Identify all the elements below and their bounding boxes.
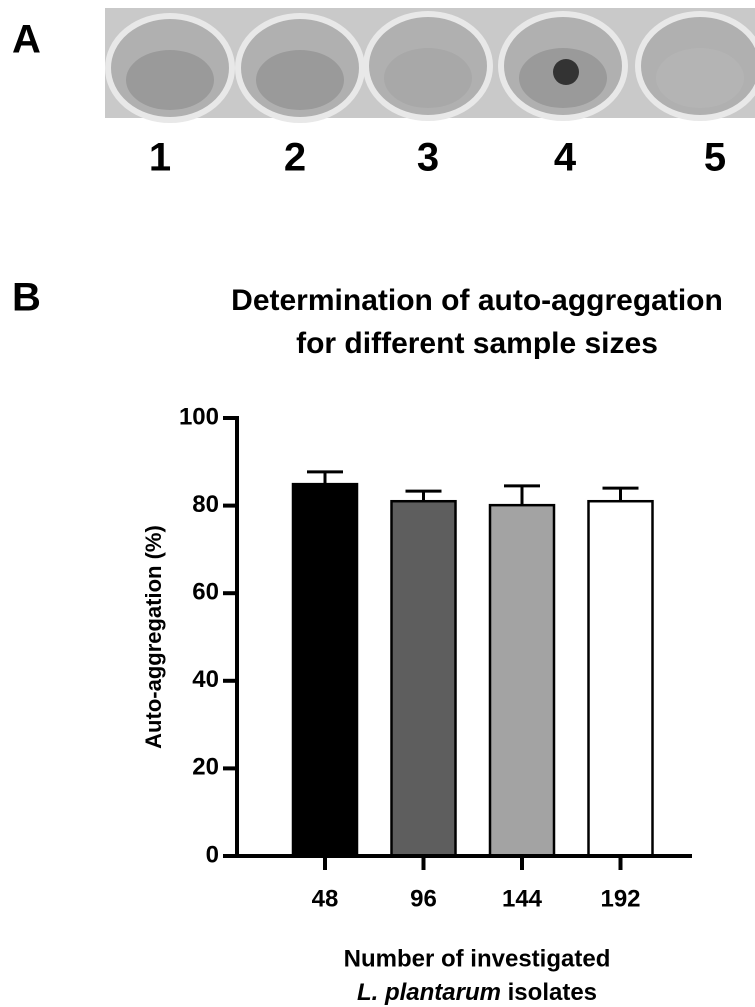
x-axis-title: Number of investigated [344, 945, 611, 972]
x-tick-label: 192 [600, 885, 640, 912]
y-tick-label: 100 [179, 403, 219, 430]
bar [587, 499, 654, 858]
x-tick-label: 48 [312, 885, 339, 912]
panel-label: A [12, 18, 41, 62]
x-tick-label: 144 [502, 885, 543, 912]
panel-label: B [12, 276, 41, 320]
bar [291, 482, 359, 858]
sediment-dot [553, 59, 579, 85]
y-tick-label: 0 [206, 841, 219, 868]
x-axis-title-rest: isolates [508, 979, 597, 1006]
well-label: 1 [149, 136, 171, 180]
well-label: 3 [417, 136, 439, 180]
well-bottom [384, 48, 472, 108]
y-tick-label: 60 [192, 579, 219, 606]
well-bottom [126, 50, 214, 110]
well-bottom [256, 50, 344, 110]
chart-title: Determination of auto-aggregation [231, 284, 723, 317]
well-label: 5 [704, 136, 726, 180]
well-label: 2 [284, 136, 306, 180]
y-axis-title: Auto-aggregation (%) [141, 525, 166, 749]
y-tick-label: 80 [192, 491, 219, 518]
well-label: 4 [554, 136, 577, 180]
x-axis-title: L. plantarum isolates [357, 979, 597, 1006]
y-tick-label: 20 [192, 754, 219, 781]
bar [488, 503, 556, 858]
species-name: L. plantarum [357, 979, 501, 1006]
y-tick-label: 40 [192, 666, 219, 693]
well-labels: 1 2 3 4 5 [149, 136, 726, 180]
well-photo [105, 8, 755, 123]
x-tick-label: 96 [410, 885, 437, 912]
bar [390, 499, 457, 858]
well-bottom [656, 48, 744, 108]
chart-title: for different sample sizes [296, 327, 658, 360]
